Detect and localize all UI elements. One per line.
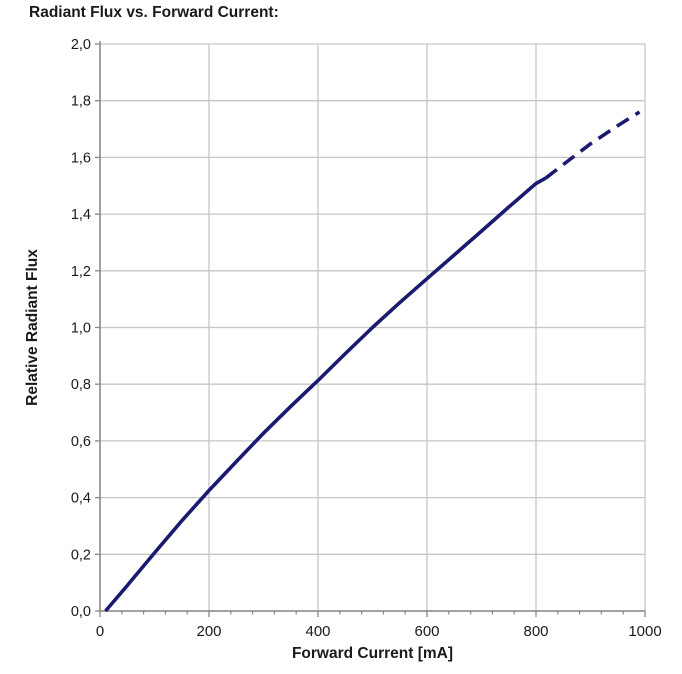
x-tick-label: 200	[196, 623, 221, 640]
y-tick-label: 1,4	[71, 207, 91, 223]
x-axis-title: Forward Current [mA]	[292, 645, 453, 662]
x-tick-label: 400	[305, 623, 330, 640]
flux-curve-solid	[104, 176, 547, 613]
y-tick-label: 1,0	[71, 321, 91, 337]
y-tick-label: 1,6	[71, 150, 91, 166]
y-axis-title: Relative Radiant Flux	[24, 249, 41, 406]
y-tick-label: 1,8	[71, 94, 91, 110]
x-tick-label: 600	[414, 623, 439, 640]
y-tick-label: 0,2	[71, 547, 91, 563]
x-tick-label: 0	[96, 623, 104, 640]
y-tick-label: 0,4	[71, 491, 91, 507]
y-tick-label: 0,6	[71, 434, 91, 450]
y-tick-label: 0,8	[71, 377, 91, 393]
x-tick-label: 800	[523, 623, 548, 640]
chart-title: Radiant Flux vs. Forward Current:	[29, 4, 279, 21]
y-tick-label: 1,2	[71, 264, 91, 280]
y-tick-label: 2,0	[71, 37, 91, 53]
y-tick-label: 0,0	[71, 604, 91, 620]
flux-curve-dashed	[544, 110, 641, 180]
x-tick-label: 1000	[628, 623, 661, 640]
